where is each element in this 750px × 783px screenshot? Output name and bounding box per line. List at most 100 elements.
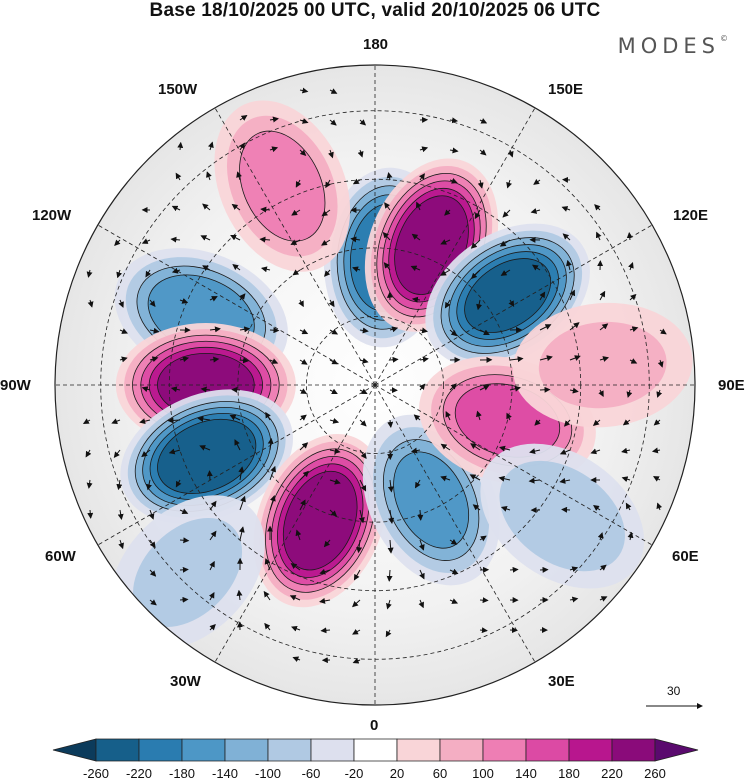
wind-arrow bbox=[263, 590, 271, 601]
wind-arrow bbox=[506, 179, 512, 189]
wind-arrow bbox=[200, 386, 211, 393]
wind-arrow bbox=[413, 414, 421, 421]
wind-arrow bbox=[411, 233, 421, 241]
wind-arrow bbox=[419, 327, 429, 334]
wind-arrow bbox=[388, 509, 395, 525]
anomaly-contour bbox=[393, 451, 470, 549]
wind-arrow bbox=[629, 358, 638, 364]
wind-arrow bbox=[290, 239, 301, 245]
label-30w: 30W bbox=[170, 673, 201, 690]
wind-arrow bbox=[171, 205, 181, 212]
colorbar-swatch bbox=[439, 738, 484, 762]
wind-arrow bbox=[141, 238, 151, 244]
wind-arrow bbox=[471, 269, 481, 280]
wind-arrow bbox=[321, 209, 331, 217]
wind-arrow bbox=[449, 147, 459, 154]
wind-arrow bbox=[118, 539, 124, 550]
wind-arrow bbox=[509, 356, 524, 363]
wind-arrow bbox=[653, 476, 661, 482]
wind-arrow bbox=[628, 262, 634, 271]
wind-arrow bbox=[449, 383, 457, 391]
wind-arrow bbox=[238, 526, 245, 541]
wind-arrow bbox=[179, 566, 189, 573]
wind-arrow bbox=[145, 269, 152, 278]
label-90e: 90E bbox=[718, 377, 745, 394]
wind-arrow bbox=[534, 419, 541, 426]
wind-arrow bbox=[561, 206, 571, 212]
wind-arrow bbox=[440, 239, 451, 245]
wind-arrow bbox=[479, 535, 487, 542]
colorbar bbox=[52, 738, 699, 762]
wind-arrow bbox=[175, 479, 182, 488]
wind-arrow bbox=[621, 447, 631, 454]
wind-arrow bbox=[239, 357, 250, 364]
wind-arrow bbox=[230, 235, 241, 241]
wind-arrow bbox=[387, 539, 394, 554]
wind-arrow bbox=[209, 356, 220, 363]
wind-arrow bbox=[170, 386, 181, 393]
colorbar-swatch bbox=[310, 738, 355, 762]
wind-arrow bbox=[498, 475, 511, 482]
wind-arrow bbox=[506, 412, 512, 421]
wind-arrow bbox=[470, 239, 481, 249]
wind-arrow bbox=[559, 477, 571, 484]
wind-arrow bbox=[259, 236, 271, 243]
wind-arrow bbox=[659, 328, 667, 335]
wind-arrow bbox=[323, 539, 331, 548]
wind-arrow bbox=[509, 385, 522, 392]
meridian-line bbox=[374, 384, 653, 546]
wind-arrow bbox=[86, 479, 93, 489]
wind-arrow bbox=[329, 388, 338, 395]
brand-logo: MODES© bbox=[618, 34, 728, 58]
wind-arrow bbox=[171, 267, 181, 274]
wind-arrow bbox=[476, 410, 482, 421]
brand-mark: © bbox=[720, 34, 728, 43]
wind-arrow bbox=[329, 328, 339, 335]
wind-arrow bbox=[626, 389, 633, 398]
wind-arrow bbox=[352, 628, 361, 635]
wind-arrow bbox=[539, 324, 552, 331]
colorbar-swatch bbox=[654, 738, 699, 762]
wind-arrow bbox=[148, 509, 155, 520]
wind-arrow bbox=[292, 656, 301, 663]
wind-arrow bbox=[386, 569, 393, 582]
wind-arrow bbox=[319, 597, 331, 604]
wind-arrow bbox=[236, 589, 243, 601]
wind-arrow bbox=[209, 530, 217, 541]
colorbar-tick-label: 140 bbox=[515, 766, 537, 781]
colorbar-tick-label: 100 bbox=[472, 766, 494, 781]
anomaly-center-9 bbox=[214, 100, 351, 272]
wind-arrow bbox=[149, 539, 156, 549]
wind-arrow bbox=[359, 388, 368, 395]
wind-vectors bbox=[82, 87, 667, 664]
anomaly-center-6 bbox=[253, 434, 387, 608]
meridian-line bbox=[97, 224, 376, 386]
wind-arrow bbox=[329, 448, 341, 454]
wind-arrow bbox=[269, 327, 280, 334]
wind-arrow bbox=[356, 539, 363, 554]
wind-arrow bbox=[539, 291, 546, 301]
wind-arrow bbox=[593, 505, 601, 511]
anomaly-contour bbox=[282, 470, 358, 571]
wind-arrow bbox=[358, 509, 365, 524]
wind-arrow bbox=[359, 357, 369, 364]
wind-arrow bbox=[208, 591, 215, 601]
anomaly-field bbox=[110, 100, 693, 650]
wind-arrow bbox=[149, 356, 159, 363]
wind-arrow bbox=[328, 149, 334, 159]
anomaly-center-10 bbox=[512, 302, 693, 428]
wind-arrow bbox=[479, 627, 488, 634]
wind-arrow bbox=[265, 411, 271, 421]
wind-arrow bbox=[359, 419, 367, 427]
wind-arrow bbox=[329, 358, 339, 365]
wind-arrow bbox=[387, 479, 394, 493]
wind-arrow bbox=[597, 532, 604, 541]
colorbar-swatch bbox=[353, 738, 398, 762]
wind-arrow bbox=[565, 259, 572, 271]
wind-arrow bbox=[479, 118, 488, 124]
meridian-line bbox=[214, 107, 376, 386]
wind-arrow bbox=[508, 299, 515, 307]
wind-arrow bbox=[269, 358, 279, 364]
wind-arrow bbox=[260, 266, 271, 273]
